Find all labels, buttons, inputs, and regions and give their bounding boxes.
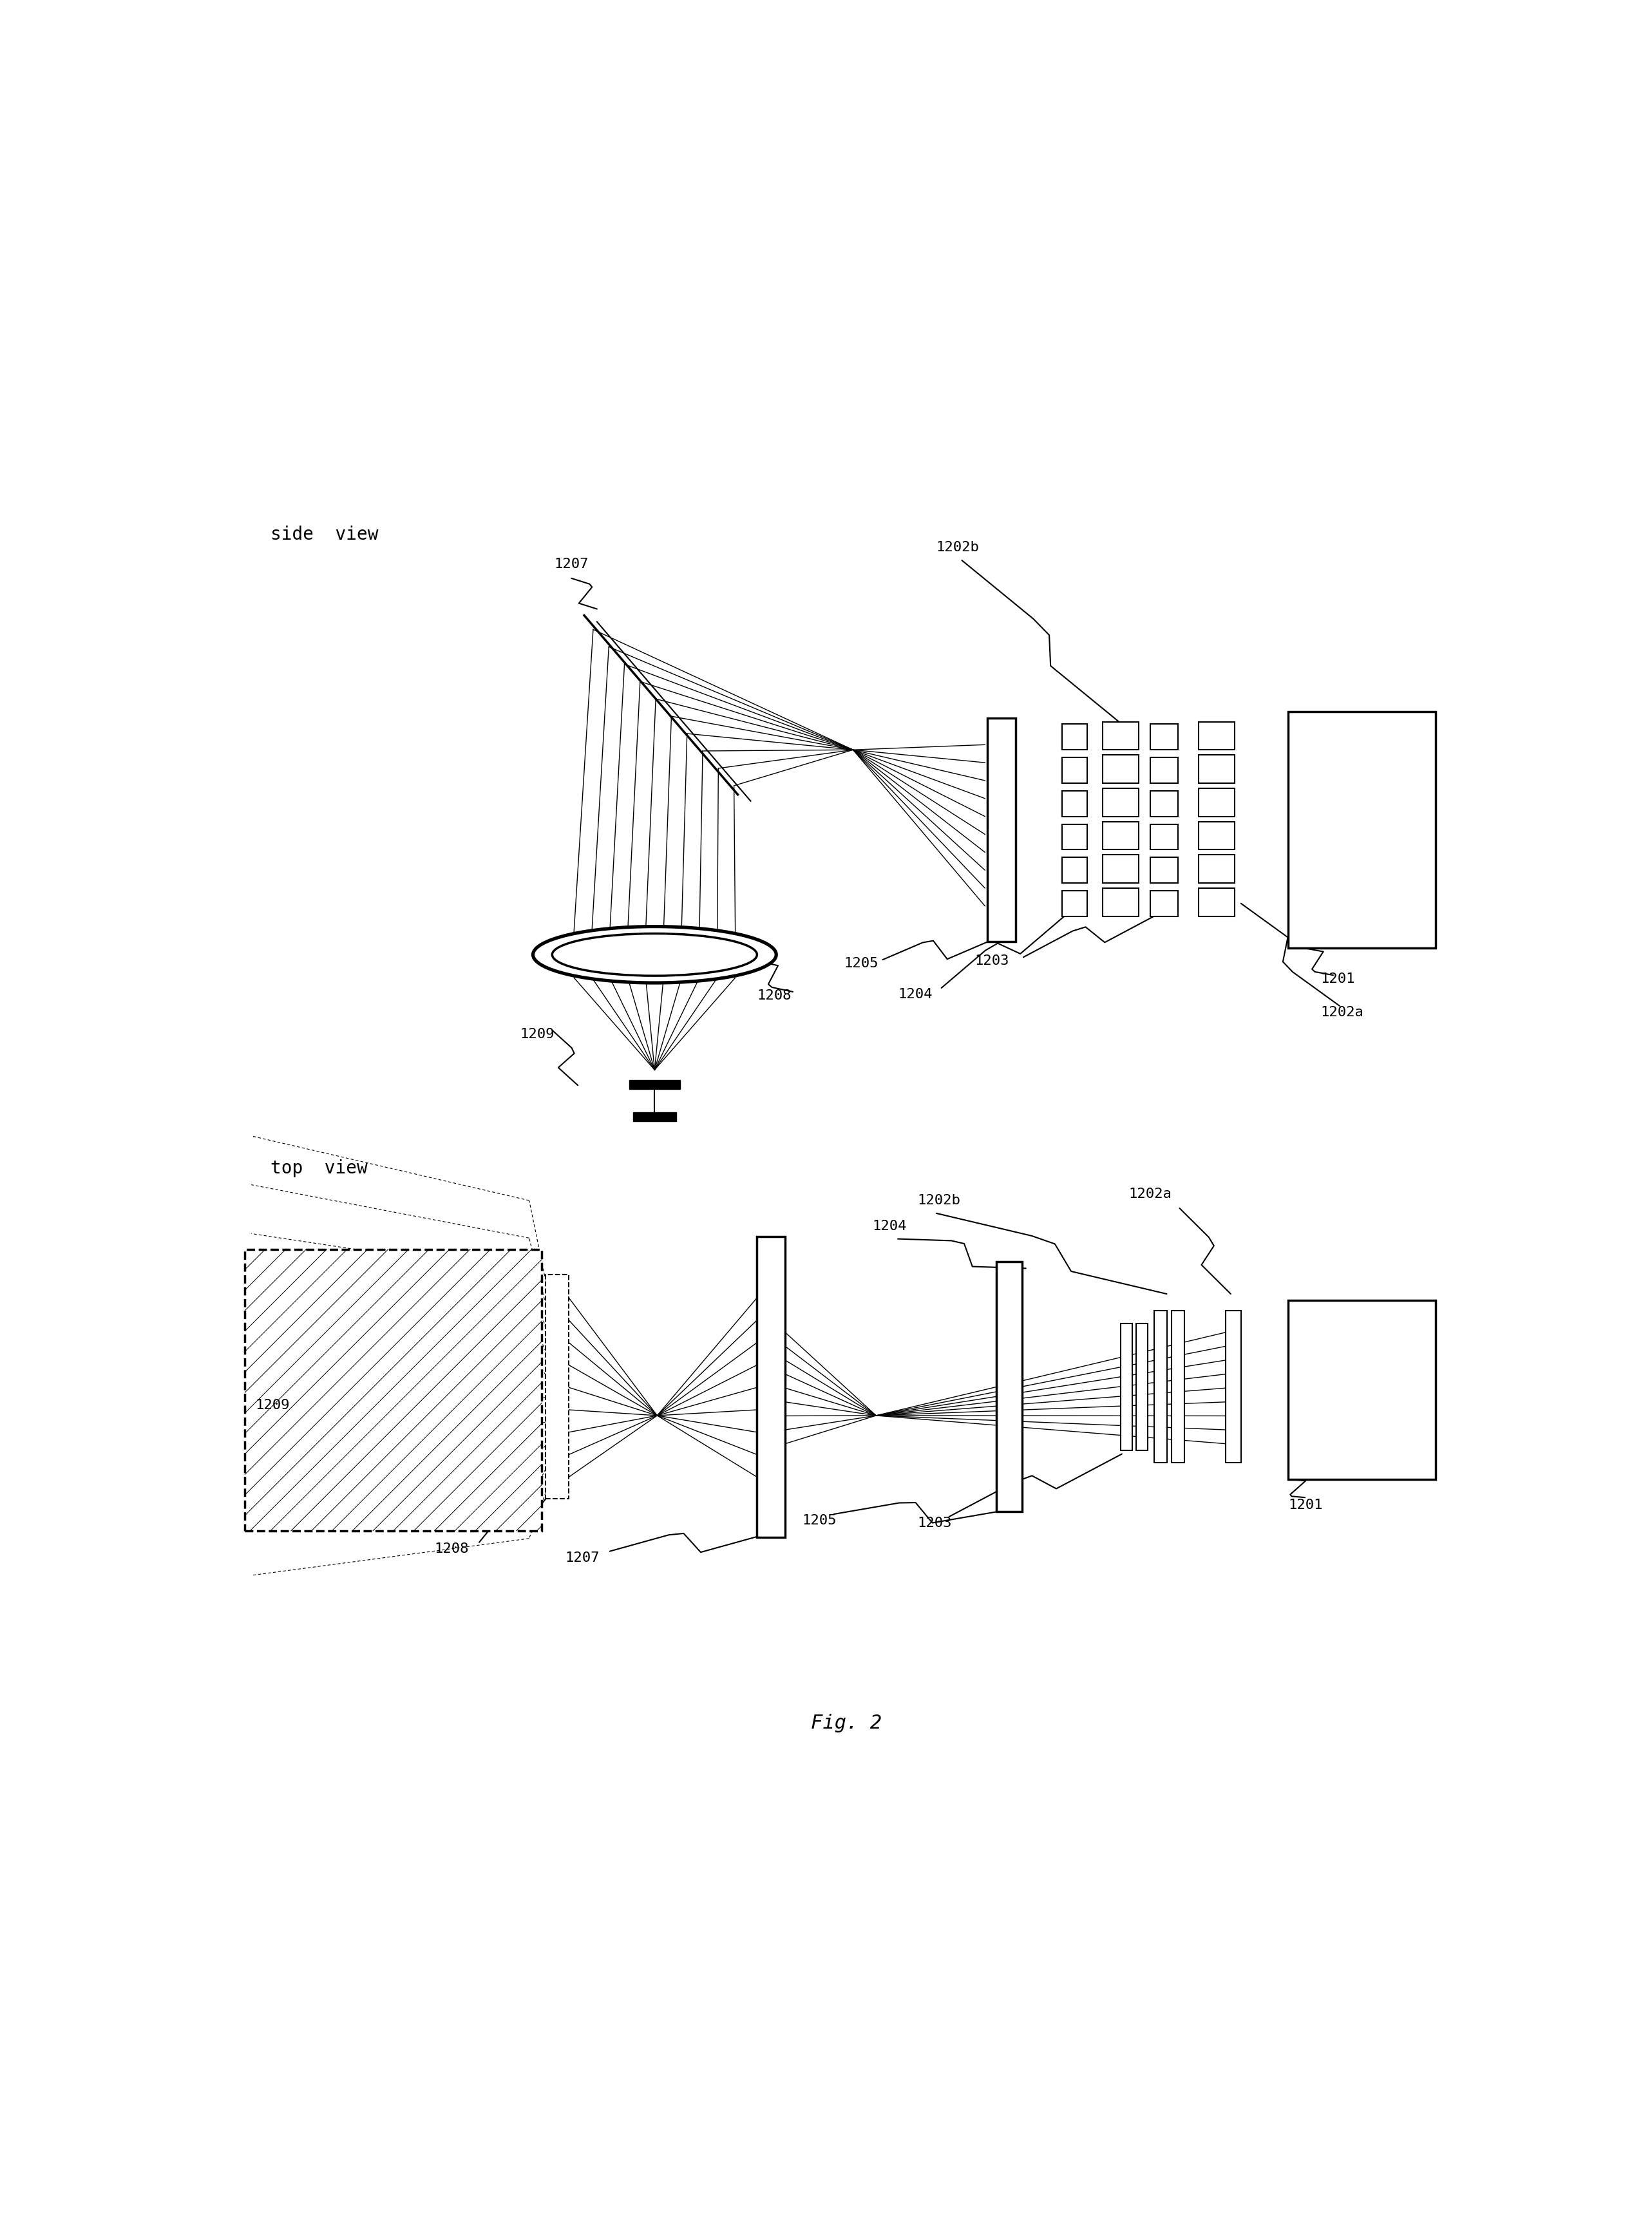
Text: side  view: side view (271, 526, 378, 544)
Bar (1150, 857, 1178, 884)
Text: Fig. 2: Fig. 2 (811, 1714, 882, 1732)
Text: 1209: 1209 (254, 1399, 289, 1412)
Bar (1062, 724, 1087, 750)
Bar (1171, 1310, 1184, 1463)
Text: 1203: 1203 (917, 1516, 952, 1530)
Bar (629, 1081, 681, 1090)
Bar (1150, 757, 1178, 784)
Text: 1207: 1207 (553, 557, 588, 571)
Bar (1062, 757, 1087, 784)
Text: 1202b: 1202b (937, 542, 980, 555)
Bar (1102, 821, 1138, 850)
Ellipse shape (534, 926, 776, 983)
Bar (1153, 1310, 1166, 1463)
Bar (1150, 790, 1178, 817)
Text: top  view: top view (271, 1159, 368, 1177)
Bar (1102, 722, 1138, 750)
Bar (996, 1261, 1023, 1512)
Text: 1202a: 1202a (1128, 1188, 1171, 1201)
Text: 1208: 1208 (757, 990, 791, 1001)
Bar (1199, 722, 1234, 750)
Bar (1102, 888, 1138, 917)
Bar (1199, 788, 1234, 817)
Bar (1102, 855, 1138, 884)
Text: 1204: 1204 (872, 1219, 907, 1232)
Bar (1199, 888, 1234, 917)
Bar (1199, 755, 1234, 784)
Bar (1102, 788, 1138, 817)
Text: 1201: 1201 (1320, 972, 1355, 986)
Text: 1203: 1203 (975, 955, 1009, 968)
Bar (1062, 890, 1087, 917)
Bar (1150, 724, 1178, 750)
Text: 1205: 1205 (844, 957, 879, 970)
Bar (1150, 824, 1178, 850)
Bar (1120, 1323, 1132, 1450)
Bar (757, 1237, 785, 1536)
Bar (1062, 857, 1087, 884)
Text: 1208: 1208 (434, 1543, 469, 1556)
Bar (1289, 710, 1436, 948)
Text: 1207: 1207 (565, 1552, 600, 1565)
Bar (1062, 790, 1087, 817)
Text: 1209: 1209 (520, 1028, 555, 1041)
Bar (1150, 890, 1178, 917)
Bar (633, 1112, 676, 1121)
Bar (1102, 755, 1138, 784)
Bar (1289, 1301, 1436, 1479)
Text: Laser: Laser (1363, 808, 1376, 852)
Bar (1199, 855, 1234, 884)
Bar (988, 717, 1016, 941)
Bar (545, 1274, 568, 1498)
Text: 1201: 1201 (1289, 1499, 1323, 1512)
Text: 1202a: 1202a (1320, 1006, 1363, 1019)
Bar (1199, 821, 1234, 850)
Text: 1205: 1205 (801, 1514, 836, 1527)
Bar (1226, 1310, 1241, 1463)
Text: 1204: 1204 (899, 988, 932, 1001)
Bar (1062, 824, 1087, 850)
Text: 1202b: 1202b (917, 1194, 960, 1208)
Ellipse shape (552, 935, 757, 977)
Bar (244, 1250, 542, 1532)
Bar (1137, 1323, 1148, 1450)
